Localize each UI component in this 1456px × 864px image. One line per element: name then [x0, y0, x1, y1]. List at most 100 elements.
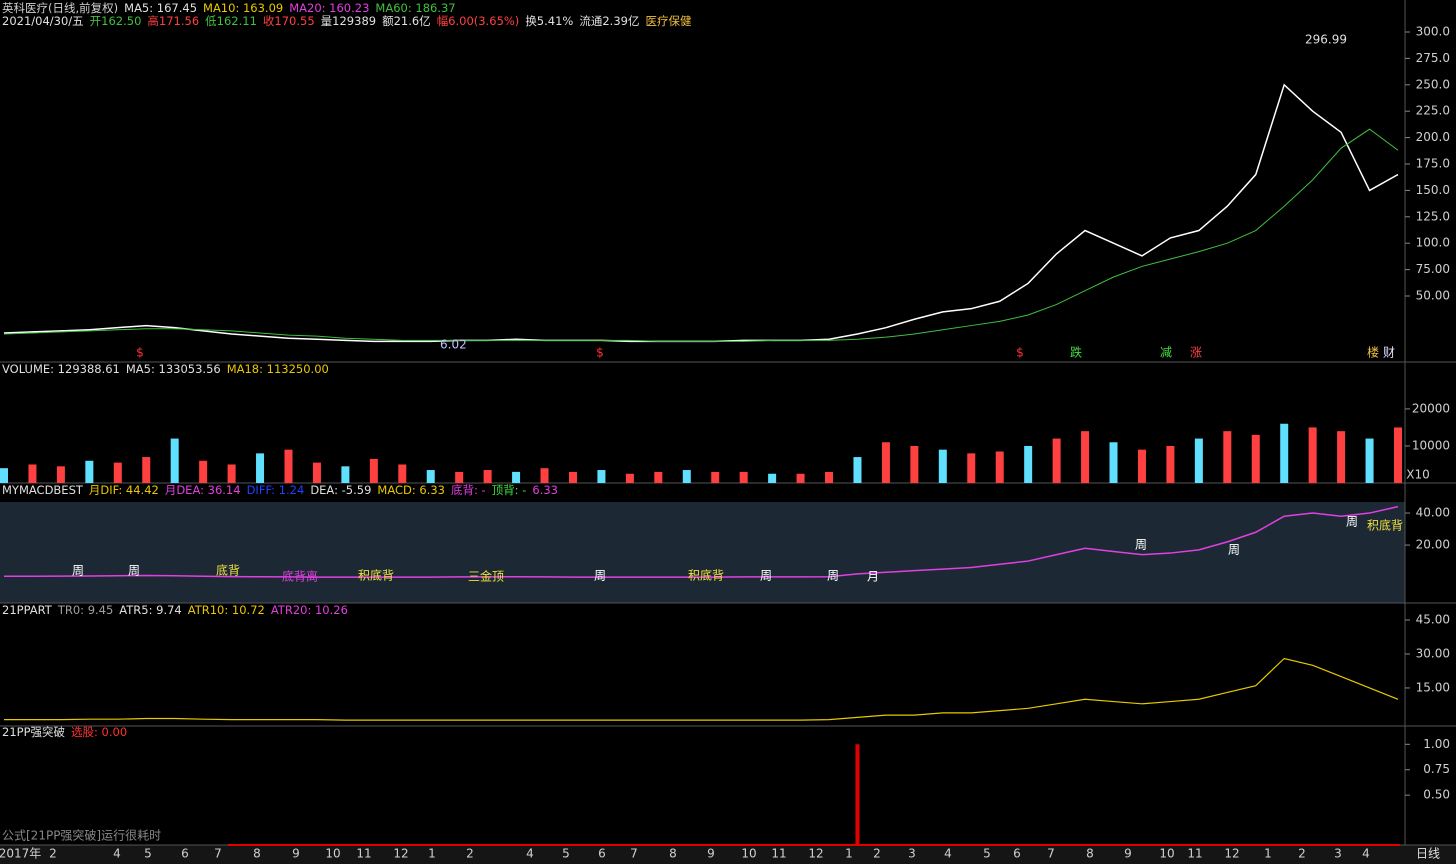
- marker: $: [1016, 346, 1024, 360]
- x-tick-label: 2: [1298, 847, 1306, 861]
- x-tick-label: 10: [325, 847, 340, 861]
- header-item: 开162.50: [89, 14, 142, 28]
- y-tick-label: 75.00: [1416, 262, 1450, 276]
- volume-bar: [341, 466, 350, 483]
- header-item: ATR20: 10.26: [270, 603, 348, 617]
- y-tick-label: 125.0: [1416, 209, 1450, 223]
- header-item: 换5.41%: [525, 14, 574, 28]
- marker: $: [596, 346, 604, 360]
- marker: $: [136, 346, 144, 360]
- volume-bar: [256, 453, 265, 483]
- volume-bar: [284, 449, 293, 483]
- y-tick-label: 150.0: [1416, 183, 1450, 197]
- volume-bar: [967, 453, 976, 483]
- header-item: 选股: 0.00: [71, 725, 128, 739]
- volume-bar: [1394, 427, 1402, 483]
- separators: [0, 0, 1456, 846]
- marker: 楼: [1367, 345, 1379, 360]
- volume-bar: [113, 462, 122, 483]
- x-tick-label: 11: [771, 847, 786, 861]
- y-tick-label: 45.00: [1416, 612, 1450, 626]
- header-item: 6.33: [532, 483, 558, 497]
- y-tick-label: 200.0: [1416, 130, 1450, 144]
- header-item: 21PPART: [2, 603, 52, 617]
- header-item: 月DEA: 36.14: [164, 483, 241, 497]
- signal-label: 积底背: [1367, 518, 1403, 533]
- volume-bar: [910, 445, 919, 483]
- x-tick-label: 12: [808, 847, 823, 861]
- signal-label: 积底背: [358, 568, 394, 583]
- volume-bar: [455, 471, 464, 483]
- signal-label: 周: [1346, 515, 1358, 529]
- header-item: 月DIF: 44.42: [88, 483, 159, 497]
- header-item: 高171.56: [147, 14, 200, 28]
- quote-line: 2021/04/30/五 开162.50 高171.56 低162.11 收170.55…: [2, 14, 691, 28]
- volume-bar: [654, 471, 663, 483]
- y-tick-label: 30.00: [1416, 646, 1450, 660]
- y-tick-label: 20.00: [1416, 538, 1450, 552]
- signal-label: 积底背: [688, 568, 724, 583]
- x-tick-label: 4: [113, 847, 121, 861]
- volume-bar: [28, 464, 37, 483]
- header-item: MA10: 163.09: [203, 1, 284, 15]
- atr-header: 21PPART TR0: 9.45 ATR5: 9.74 ATR10: 10.72 AT…: [2, 603, 348, 617]
- volume-bar: [227, 464, 236, 483]
- x-tick-label: 6: [598, 847, 606, 861]
- marker: 跌: [1070, 345, 1082, 360]
- y-tick-label: 0.50: [1423, 788, 1450, 802]
- signal-header: 21PP强突破 选股: 0.00: [2, 725, 127, 739]
- x-tick-label: 5: [144, 847, 152, 861]
- signal-spike: [855, 744, 860, 846]
- volume-bar: [568, 471, 577, 483]
- x-tick-label: 10: [1159, 847, 1174, 861]
- volume-bar: [938, 449, 947, 483]
- volume-bar: [312, 462, 321, 483]
- x-tick-label: 7: [1047, 847, 1055, 861]
- formula-note: 公式[21PP强突破]运行很耗时: [2, 828, 161, 843]
- volume-bar: [682, 470, 691, 483]
- header-item: 幅6.00(3.65%): [436, 14, 520, 28]
- series-line: [3, 83, 1399, 343]
- x-tick-label: 5: [562, 847, 570, 861]
- x-tick-label: 6: [181, 847, 189, 861]
- signal-label: 周: [128, 564, 140, 578]
- signal-label: 三金顶: [468, 569, 504, 584]
- volume-bar: [512, 471, 521, 483]
- signal-label: 月: [867, 570, 879, 584]
- volume-bar: [369, 458, 378, 483]
- y-tick-label: 300.0: [1416, 24, 1450, 38]
- y-tick-label: 250.0: [1416, 77, 1450, 91]
- volume-bar: [142, 457, 151, 483]
- volume-bar: [1251, 434, 1260, 483]
- volume-bar: [56, 466, 65, 483]
- x-tick-label: 3: [908, 847, 916, 861]
- x-tick-label: 12: [393, 847, 408, 861]
- volume-bar: [1081, 431, 1090, 483]
- x-tick-label: 9: [707, 847, 715, 861]
- time-axis-bar: [0, 845, 1456, 864]
- x-tick-label: 4: [526, 847, 534, 861]
- series-line: [4, 657, 1399, 721]
- header-item: DIFF: 1.24: [246, 483, 305, 497]
- x-tick-label: 10: [741, 847, 756, 861]
- volume-bar: [1109, 442, 1118, 483]
- signal-label: 周: [760, 569, 772, 583]
- volume-bar: [995, 451, 1004, 483]
- volume-bar: [170, 438, 179, 483]
- volume-bar: [0, 468, 8, 483]
- x-tick-label: 2: [49, 847, 57, 861]
- volume-bar: [85, 460, 94, 483]
- x-tick-label: 6: [1013, 847, 1021, 861]
- macd-header: MYMACDBEST 月DIF: 44.42 月DEA: 36.14 DIFF: 1.…: [2, 483, 558, 497]
- header-item: 收170.55: [262, 14, 315, 28]
- signal-label: 周: [1228, 543, 1240, 557]
- signal-label: 周: [72, 564, 84, 578]
- y-tick-label: 40.00: [1416, 506, 1450, 520]
- x-tick-label: 4: [1362, 847, 1370, 861]
- volume-bar: [796, 473, 805, 483]
- volume-bar: [825, 471, 834, 483]
- header-item: 额21.6亿: [382, 14, 431, 28]
- y-tick-label: 100.0: [1416, 236, 1450, 250]
- volume-bar: [1166, 445, 1175, 483]
